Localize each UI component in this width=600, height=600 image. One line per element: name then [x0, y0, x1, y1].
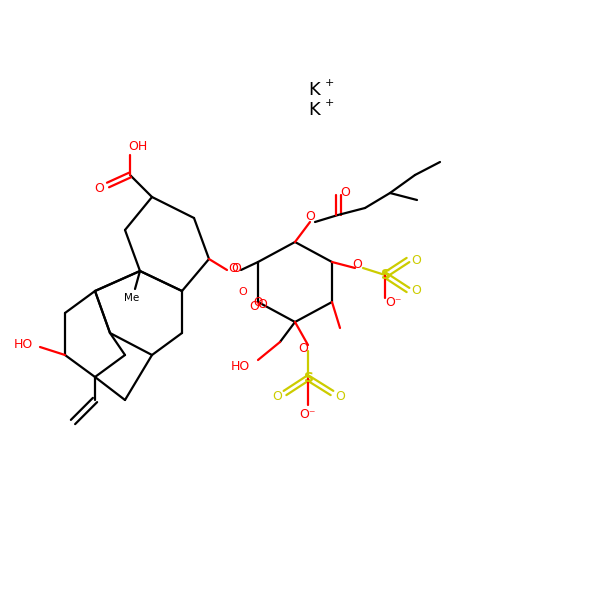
Text: O⁻: O⁻ — [300, 409, 316, 421]
Text: O: O — [272, 389, 282, 403]
Text: Me: Me — [124, 293, 140, 303]
Text: K: K — [308, 81, 320, 99]
Text: O: O — [411, 253, 421, 266]
Text: HO: HO — [13, 338, 32, 352]
Text: S: S — [304, 371, 314, 385]
Text: O⁻: O⁻ — [385, 296, 401, 310]
Text: O: O — [335, 389, 345, 403]
Text: +: + — [325, 78, 334, 88]
Text: O: O — [411, 283, 421, 296]
Text: O: O — [352, 259, 362, 271]
Text: O: O — [257, 298, 267, 311]
Text: O: O — [228, 262, 238, 275]
Text: O: O — [340, 187, 350, 199]
Text: O: O — [94, 181, 104, 194]
Text: O: O — [249, 299, 259, 313]
Text: O: O — [253, 295, 263, 308]
Text: +: + — [325, 98, 334, 108]
Text: O: O — [231, 262, 241, 275]
Text: HO: HO — [230, 361, 250, 373]
Text: OH: OH — [128, 140, 148, 154]
Text: O: O — [239, 287, 247, 297]
Text: O: O — [298, 341, 308, 355]
Text: K: K — [308, 101, 320, 119]
Text: O: O — [305, 211, 315, 223]
Text: S: S — [381, 268, 391, 282]
